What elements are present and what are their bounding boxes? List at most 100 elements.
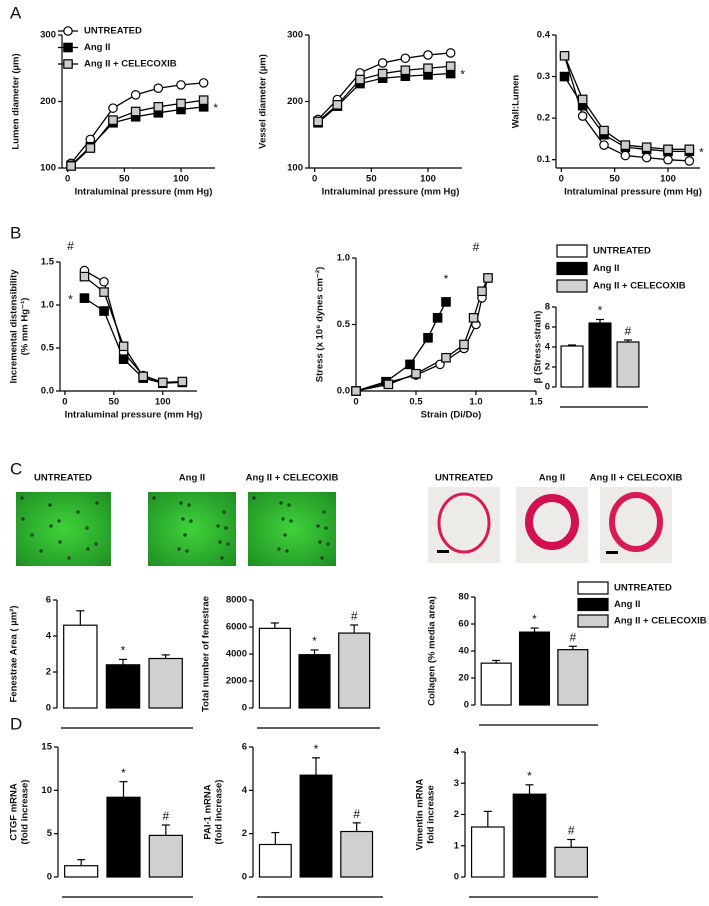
point — [620, 140, 631, 150]
y-tick-label: 200 — [40, 96, 56, 107]
legend-label: UNTREATED — [593, 246, 651, 257]
bar — [340, 830, 374, 878]
x-tick-label: 100 — [660, 174, 676, 185]
legend-label: UNTREATED — [614, 583, 672, 594]
vessel-section — [437, 492, 491, 554]
y-tick-label: 0.4 — [537, 30, 551, 41]
x-tick-label: 50 — [366, 174, 377, 185]
point — [405, 359, 415, 370]
y-axis-label: Lumen diameter (µm) — [11, 53, 22, 149]
point — [599, 125, 609, 136]
x-tick-label: 1.0 — [469, 397, 482, 408]
y-tick-label: 100 — [287, 163, 303, 174]
bar — [63, 624, 98, 709]
x-tick-label: 0 — [353, 397, 358, 408]
y-tick-label: 2 — [242, 828, 247, 839]
y-tick-label: 0.5 — [41, 343, 55, 354]
y-axis-label: Total number of fenestrae — [201, 596, 212, 712]
point — [138, 371, 148, 382]
y-tick-label: 6 — [545, 322, 550, 333]
y-axis-label: CTGF mRNA — [9, 783, 20, 841]
bar — [554, 846, 589, 878]
fenestra-dot — [216, 524, 220, 528]
point — [559, 50, 570, 61]
image-label: Ang II — [179, 473, 205, 484]
point — [355, 74, 365, 85]
point — [423, 50, 433, 60]
y-tick-label: 2000 — [226, 676, 247, 687]
fenestra-dot — [277, 547, 281, 551]
y-tick-label: 15 — [41, 742, 52, 753]
point — [99, 306, 109, 316]
bar — [518, 631, 551, 706]
fenestra-dot — [324, 526, 328, 530]
fenestra-dot — [226, 542, 230, 546]
y-tick-label: 0 — [464, 700, 469, 711]
point — [663, 154, 673, 165]
point — [477, 286, 487, 297]
significance: # — [351, 609, 358, 623]
y-tick-label: 4 — [545, 342, 551, 353]
y-tick-label: 0 — [46, 703, 51, 714]
y-tick-label: 4 — [454, 747, 460, 758]
legend-swatch — [577, 614, 609, 628]
point — [157, 377, 168, 388]
x-tick-label: 100 — [420, 174, 436, 185]
point — [577, 111, 588, 121]
panel-label: B — [10, 223, 21, 242]
fenestra-dot — [177, 547, 181, 551]
point — [332, 100, 343, 110]
y-tick-label: 80 — [458, 592, 469, 603]
y-tick-label: 200 — [287, 96, 303, 107]
fenestra-dot — [185, 549, 189, 553]
fenestra-dot — [285, 549, 289, 553]
y-axis-label: Wall:Lumen — [511, 75, 522, 129]
x-tick-label: 1.5 — [529, 397, 543, 408]
point — [176, 98, 186, 109]
y-tick-label: 0 — [47, 872, 52, 883]
significance: * — [444, 272, 449, 286]
legend-swatch — [577, 597, 609, 612]
significance: # — [162, 809, 169, 823]
bar — [148, 834, 183, 878]
point — [423, 333, 433, 343]
x-tick-label: 0 — [65, 174, 70, 185]
fenestra-dot — [49, 524, 53, 528]
x-axis-label: Intraluminal pressure (mm Hg) — [65, 410, 203, 421]
y-tick-label: 40 — [458, 646, 469, 657]
point — [400, 65, 411, 76]
fenestra-dot — [30, 533, 34, 537]
fenestra-dot — [94, 542, 98, 546]
y-axis-label: (fold increase) — [214, 780, 225, 845]
fenestra-dot — [67, 556, 71, 560]
y-tick-label: 0.0 — [41, 386, 54, 397]
y-tick-label: 300 — [40, 30, 56, 41]
legend-label: Ang II + CELECOXIB — [84, 59, 177, 70]
fenestra-dot — [279, 501, 283, 505]
fenestra-dot — [287, 503, 291, 507]
y-tick-label: 8 — [545, 302, 550, 313]
significance: # — [625, 324, 632, 338]
micrographs — [16, 487, 672, 566]
bar — [338, 632, 371, 709]
point — [641, 142, 652, 153]
y-tick-label: 8000 — [226, 595, 247, 606]
fenestra-dot — [95, 501, 99, 505]
point — [130, 106, 141, 117]
bar — [258, 843, 292, 878]
y-tick-label: 4000 — [226, 649, 247, 660]
point — [99, 276, 109, 287]
y-tick-label: 1.0 — [41, 300, 54, 311]
legend-swatch — [577, 581, 609, 595]
point — [423, 63, 433, 74]
y-axis-label: PAI-1 mRNA — [203, 784, 214, 839]
point — [177, 376, 188, 387]
x-tick-label: 0 — [312, 174, 317, 185]
point — [684, 144, 695, 155]
fenestra-dot — [322, 510, 326, 514]
point — [198, 78, 209, 88]
image-label: Ang II — [539, 473, 565, 484]
fenestra-dot — [86, 547, 90, 551]
y-tick-label: 2 — [545, 362, 550, 373]
point — [441, 352, 451, 363]
